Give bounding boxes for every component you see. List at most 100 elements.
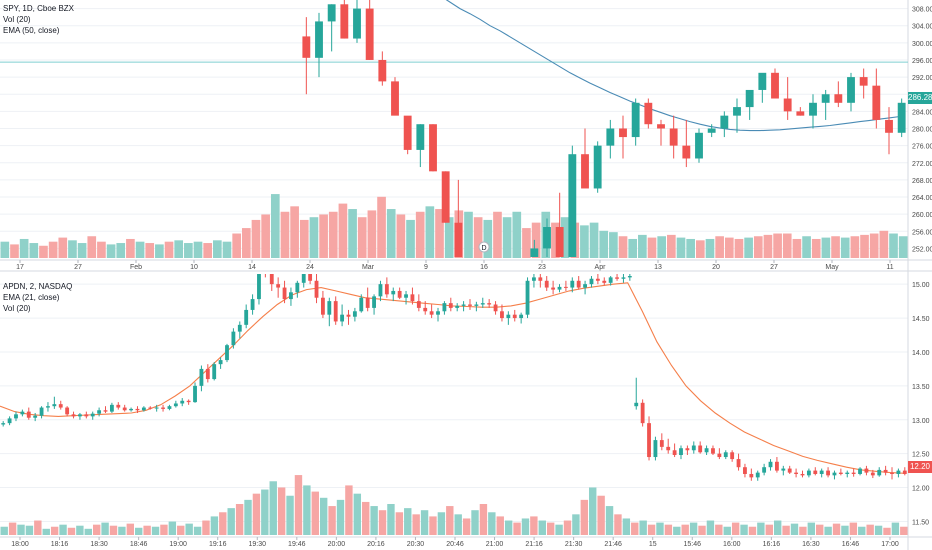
spy-volume-indicator-label[interactable]: Vol (20)	[3, 15, 31, 24]
volume-bar	[174, 240, 184, 258]
candle-body	[429, 311, 434, 315]
volume-bar	[698, 525, 706, 535]
volume-bar	[546, 522, 555, 535]
spy-time-tick-label: 16	[480, 264, 488, 271]
volume-bar	[765, 524, 773, 535]
volume-bar	[473, 217, 483, 258]
candle-body	[606, 128, 615, 146]
volume-bar	[145, 243, 155, 258]
volume-bar	[0, 526, 8, 535]
spy-symbol-label[interactable]: SPY, 1D, Cboe BZX	[3, 4, 74, 13]
spy-time-tick-label: 10	[190, 264, 198, 271]
candle-body	[627, 276, 632, 278]
volume-bar	[76, 525, 84, 535]
candle-body	[436, 311, 440, 315]
candle-body	[602, 280, 607, 283]
volume-bar	[42, 528, 50, 535]
spy-ema-indicator-label[interactable]: EMA (50, close)	[3, 26, 60, 35]
volume-bar	[299, 219, 309, 258]
spy-price-tick-label: 276.00	[912, 144, 932, 151]
apdn-symbol-label[interactable]: APDN, 2, NASDAQ	[3, 282, 73, 291]
spy-time-tick-label: 11	[886, 264, 893, 271]
volume-bar	[0, 241, 10, 258]
volume-bar	[193, 526, 202, 535]
candle-body	[455, 305, 460, 308]
candle-body	[480, 303, 485, 305]
candle-body	[500, 311, 504, 319]
candle-body	[103, 410, 108, 412]
candle-body	[672, 450, 677, 456]
candle-body	[711, 448, 715, 454]
volume-bar	[799, 526, 807, 535]
candle-body	[301, 274, 306, 283]
volume-bar	[270, 194, 280, 258]
volume-bar	[563, 520, 572, 535]
volume-bar	[446, 506, 454, 535]
candle-body	[832, 472, 837, 476]
volume-bar	[168, 521, 177, 535]
volume-bar	[471, 510, 479, 535]
candle-body	[796, 111, 805, 116]
volume-bar	[740, 524, 748, 535]
volume-bar	[715, 524, 723, 535]
volume-bar	[599, 230, 609, 258]
apdn-time-tick-label: 20:16	[367, 541, 385, 548]
candle-body	[423, 307, 428, 312]
candle-body	[20, 411, 25, 415]
candle-body	[644, 102, 653, 125]
spy-price-tick-label: 260.00	[912, 212, 932, 219]
volume-bar	[753, 236, 763, 258]
volume-bar	[92, 524, 101, 535]
candle-body	[276, 284, 281, 288]
spy-price-tick-label: 304.00	[912, 24, 932, 31]
volume-bar	[184, 243, 193, 258]
candle-body	[493, 304, 498, 312]
candle-body	[858, 468, 862, 474]
spy-time-tick-label: 27	[74, 264, 82, 271]
apdn-ema-indicator-label[interactable]: EMA (21, close)	[3, 293, 60, 302]
volume-bar	[821, 237, 831, 258]
candle-body	[704, 448, 709, 453]
volume-bar	[488, 512, 496, 535]
volume-bar	[521, 518, 530, 535]
volume-bar	[48, 241, 58, 258]
volume-bar	[512, 211, 522, 258]
volume-bar	[705, 238, 715, 258]
volume-bar	[589, 487, 597, 535]
volume-bar	[435, 209, 444, 258]
volume-bar	[135, 527, 143, 535]
volume-bar	[34, 520, 42, 535]
volume-bar	[734, 238, 744, 258]
candle-body	[333, 301, 338, 322]
candle-body	[257, 274, 261, 300]
apdn-time-tick-label: 21:16	[525, 541, 543, 548]
dividend-marker: D	[478, 241, 490, 253]
apdn-time-tick-label: 19:00	[169, 541, 187, 548]
candle-body	[461, 304, 466, 306]
candle-body	[109, 404, 114, 412]
volume-bar	[336, 499, 345, 535]
volume-bar	[883, 527, 891, 535]
spy-time-tick-label: 14	[248, 264, 256, 271]
volume-bar	[84, 528, 92, 535]
candle-body	[695, 132, 703, 159]
apdn-price-tick-label: 15.00	[912, 282, 930, 289]
candle-body	[218, 360, 223, 365]
candle-body	[90, 413, 95, 417]
volume-bar	[628, 238, 638, 258]
volume-bar	[572, 514, 580, 535]
candle-body	[346, 314, 351, 317]
volume-bar	[879, 230, 889, 258]
volume-bar	[605, 506, 614, 535]
candle-body	[122, 407, 127, 411]
volume-bar	[357, 217, 367, 258]
candle-body	[135, 408, 140, 411]
apdn-time-tick-label: 18:00	[11, 541, 29, 548]
volume-bar	[126, 523, 135, 535]
apdn-time-tick-label: 20:46	[446, 541, 464, 548]
apdn-volume-indicator-label[interactable]: Vol (20)	[3, 304, 31, 313]
candle-body	[538, 277, 543, 281]
candle-body	[530, 248, 539, 257]
volume-bar	[251, 219, 261, 258]
